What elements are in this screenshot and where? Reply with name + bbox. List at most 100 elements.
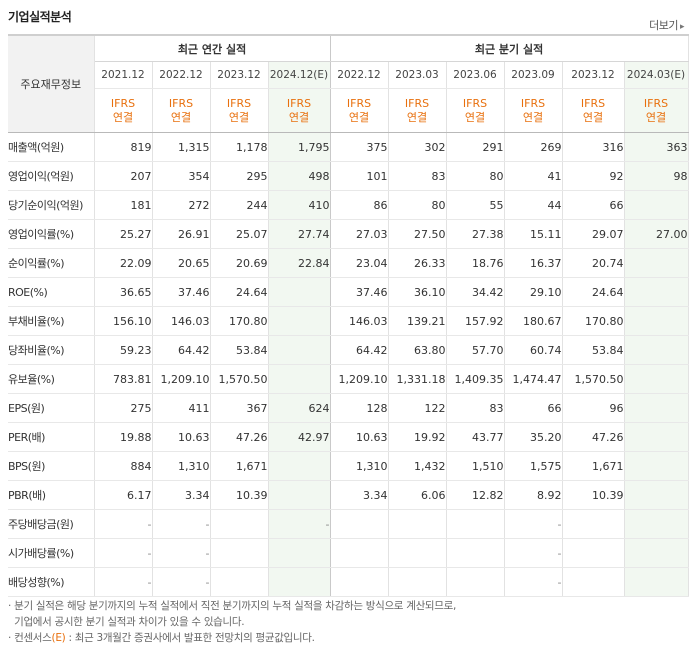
table-cell: 44 — [504, 190, 563, 220]
table-cell: 624 — [268, 393, 331, 423]
table-cell — [446, 509, 505, 539]
table-cell: 8.92 — [504, 480, 563, 510]
table-cell: 27.50 — [388, 219, 447, 249]
table-cell: - — [94, 509, 153, 539]
ifrs-header: IFRS 연결 — [388, 88, 447, 133]
consolidated-label: 연결 — [228, 110, 250, 124]
table-cell: 170.80 — [210, 306, 269, 336]
table-row: BPS(원) 884 1,310 1,671 1,310 1,432 1,510 1,575 1… — [8, 451, 689, 481]
table-cell — [268, 451, 331, 481]
table-cell: 6.06 — [388, 480, 447, 510]
table-cell: 27.74 — [268, 219, 331, 249]
table-cell: 80 — [446, 161, 505, 191]
table-cell: - — [94, 567, 153, 597]
table-cell: 498 — [268, 161, 331, 191]
table-row: 영업이익(억원) 207 354 295 498 101 83 80 41 92 98 — [8, 161, 689, 191]
ifrs-label: IFRS — [520, 96, 546, 110]
row-label: EPS(원) — [8, 393, 95, 423]
period-header: 2024.03(E) — [624, 61, 689, 89]
table-cell: 1,315 — [152, 132, 211, 162]
table-cell: 207 — [94, 161, 153, 191]
table-cell: 375 — [330, 132, 389, 162]
ifrs-header: IFRS 연결 — [268, 88, 331, 133]
table-cell — [624, 248, 689, 278]
ifrs-label: IFRS — [404, 96, 430, 110]
table-cell: 47.26 — [562, 422, 625, 452]
table-cell: 3.34 — [152, 480, 211, 510]
table-cell: 23.04 — [330, 248, 389, 278]
period-header: 2023.12 — [562, 61, 625, 89]
table-cell — [268, 306, 331, 336]
table-cell — [268, 567, 331, 597]
table-row: 시가배당률(%) - - - — [8, 538, 689, 568]
table-cell — [624, 480, 689, 510]
table-cell: 63.80 — [388, 335, 447, 365]
table-cell: 411 — [152, 393, 211, 423]
table-cell: 156.10 — [94, 306, 153, 336]
table-row: 매출액(억원) 819 1,315 1,178 1,795 375 302 291 269 316… — [8, 132, 689, 162]
table-cell: 27.00 — [624, 219, 689, 249]
table-cell: 1,432 — [388, 451, 447, 481]
table-cell — [624, 190, 689, 220]
row-label: 당기순이익(억원) — [8, 190, 95, 220]
table-cell: 275 — [94, 393, 153, 423]
ifrs-label: IFRS — [346, 96, 372, 110]
period-header: 2023.12 — [210, 61, 269, 89]
table-cell — [388, 509, 447, 539]
table-row: 영업이익률(%) 25.27 26.91 25.07 27.74 27.03 27.50 27… — [8, 219, 689, 249]
row-label: 영업이익(억원) — [8, 161, 95, 191]
table-cell: 1,409.35 — [446, 364, 505, 394]
table-row: ROE(%) 36.65 37.46 24.64 37.46 36.10 34.42 29.1… — [8, 277, 689, 307]
consolidated-label: 연결 — [288, 110, 310, 124]
table-cell: 20.65 — [152, 248, 211, 278]
row-label: 당좌비율(%) — [8, 335, 95, 365]
ifrs-label: IFRS — [643, 96, 669, 110]
table-cell — [330, 538, 389, 568]
table-cell: - — [504, 538, 563, 568]
table-cell: 83 — [446, 393, 505, 423]
table-cell: 819 — [94, 132, 153, 162]
table-cell: 1,795 — [268, 132, 331, 162]
table-cell: 47.26 — [210, 422, 269, 452]
table-cell: 128 — [330, 393, 389, 423]
table-cell: 22.09 — [94, 248, 153, 278]
table-cell: 1,310 — [152, 451, 211, 481]
row-label: 유보율(%) — [8, 364, 95, 394]
table-row: 유보율(%) 783.81 1,209.10 1,570.50 1,209.10 1,33… — [8, 364, 689, 394]
table-cell — [624, 277, 689, 307]
table-cell: 1,310 — [330, 451, 389, 481]
more-label: 더보기 — [649, 19, 678, 32]
quarter-group-header: 최근 분기 실적 — [330, 35, 689, 62]
table-cell: 1,178 — [210, 132, 269, 162]
financial-table: 주요재무정보 최근 연간 실적 최근 분기 실적 2021.12 2022.12 2… — [8, 34, 689, 597]
table-cell: 64.42 — [152, 335, 211, 365]
table-cell: 64.42 — [330, 335, 389, 365]
table-cell: 86 — [330, 190, 389, 220]
consolidated-label: 연결 — [406, 110, 428, 124]
table-cell — [268, 480, 331, 510]
ifrs-header: IFRS 연결 — [330, 88, 389, 133]
annual-group-header: 최근 연간 실적 — [94, 35, 331, 62]
footnotes: · 분기 실적은 해당 분기까지의 누적 실적에서 직전 분기까지의 누적 실적… — [8, 598, 456, 646]
consolidated-label: 연결 — [348, 110, 370, 124]
table-cell: 55 — [446, 190, 505, 220]
table-cell: 363 — [624, 132, 689, 162]
table-cell: 29.10 — [504, 277, 563, 307]
table-cell: - — [152, 538, 211, 568]
table-cell: 27.03 — [330, 219, 389, 249]
table-cell: 1,570.50 — [210, 364, 269, 394]
table-cell: 244 — [210, 190, 269, 220]
table-cell: 181 — [94, 190, 153, 220]
more-link[interactable]: 더보기 ▸ — [649, 17, 684, 33]
table-cell: 783.81 — [94, 364, 153, 394]
table-cell: 157.92 — [446, 306, 505, 336]
table-cell: 3.34 — [330, 480, 389, 510]
table-cell: 57.70 — [446, 335, 505, 365]
consolidated-label: 연결 — [464, 110, 486, 124]
table-cell: 35.20 — [504, 422, 563, 452]
table-cell: - — [94, 538, 153, 568]
ifrs-header: IFRS 연결 — [210, 88, 269, 133]
note-consensus: · 컨센서스(E) : 최근 3개월간 증권사에서 발표한 전망치의 평균값입니… — [8, 632, 315, 644]
table-cell — [624, 451, 689, 481]
consolidated-label: 연결 — [112, 110, 134, 124]
